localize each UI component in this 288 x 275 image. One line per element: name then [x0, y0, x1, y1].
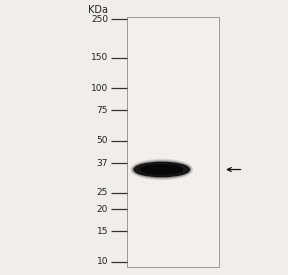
Text: 20: 20 [97, 205, 108, 214]
Text: 150: 150 [91, 53, 108, 62]
Ellipse shape [141, 165, 183, 174]
Text: 15: 15 [96, 227, 108, 236]
Text: 50: 50 [96, 136, 108, 145]
Text: 100: 100 [91, 84, 108, 93]
Text: 250: 250 [91, 15, 108, 24]
Text: 25: 25 [97, 188, 108, 197]
Text: 37: 37 [96, 159, 108, 168]
Ellipse shape [131, 160, 193, 180]
Text: KDa: KDa [88, 5, 108, 15]
Bar [127, 16, 219, 267]
Ellipse shape [132, 161, 191, 178]
Ellipse shape [134, 162, 190, 177]
Text: 75: 75 [96, 106, 108, 114]
Text: 10: 10 [96, 257, 108, 266]
